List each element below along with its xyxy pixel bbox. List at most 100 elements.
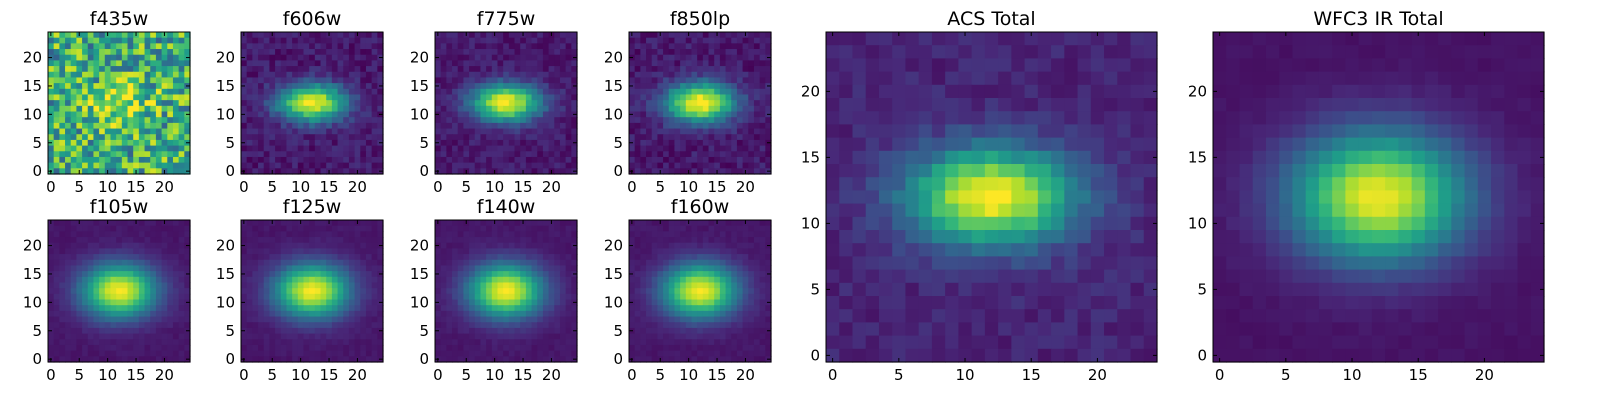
heatmap-cell — [138, 310, 146, 318]
heatmap-cell — [457, 32, 464, 39]
heatmap-cell — [320, 299, 327, 306]
heatmap-cell — [309, 117, 316, 124]
heatmap-cell — [685, 248, 693, 255]
heatmap-cell — [144, 288, 151, 295]
heatmap-cell — [161, 248, 168, 255]
heatmap-cell — [571, 316, 578, 323]
heatmap-cell — [309, 242, 316, 249]
heatmap-cell — [93, 145, 100, 152]
heatmap-cell — [161, 305, 168, 312]
heatmap-cell — [508, 350, 516, 357]
heatmap-cell — [258, 344, 265, 352]
heatmap-cell — [674, 88, 681, 96]
heatmap-cell — [326, 254, 333, 261]
heatmap-cell — [65, 83, 72, 90]
heatmap-cell — [646, 288, 653, 295]
heatmap-cell — [82, 156, 89, 164]
heatmap-cell — [155, 139, 163, 147]
heatmap-cell — [354, 145, 361, 152]
heatmap-cell — [110, 327, 117, 335]
heatmap-cell — [691, 60, 698, 67]
heatmap-cell — [748, 117, 755, 124]
heatmap-cell — [646, 83, 653, 90]
heatmap-cell — [320, 305, 327, 312]
heatmap-cell — [663, 111, 670, 118]
heatmap-cell — [133, 265, 140, 272]
heatmap-cell — [59, 83, 66, 90]
heatmap-cell — [559, 282, 567, 289]
heatmap-cell — [559, 259, 567, 267]
heatmap-cell — [736, 134, 744, 141]
heatmap-cell — [365, 299, 373, 306]
heatmap-cell — [53, 259, 60, 267]
heatmap-cell — [252, 117, 259, 124]
heatmap-cell — [497, 156, 504, 164]
heatmap-cell — [286, 356, 293, 363]
heatmap-cell — [497, 117, 504, 124]
heatmap-cell — [725, 276, 732, 284]
heatmap-cell — [70, 293, 77, 301]
heatmap-cell — [269, 322, 276, 329]
heatmap-cell — [303, 162, 310, 169]
heatmap-cell — [452, 88, 459, 96]
heatmap-cell — [59, 282, 66, 289]
heatmap-cell — [554, 259, 561, 267]
heatmap-cell — [651, 156, 658, 164]
heatmap-cell — [326, 271, 333, 278]
heatmap-cell — [640, 105, 647, 113]
heatmap-cell — [297, 77, 305, 84]
heatmap-cell — [503, 162, 510, 169]
heatmap-cell — [765, 145, 772, 152]
heatmap-cell — [520, 288, 527, 295]
heatmap-cell — [457, 139, 464, 147]
heatmap-cell — [742, 259, 749, 267]
plot-title: f775w — [477, 8, 536, 30]
heatmap-cell — [76, 259, 83, 267]
heatmap-cell — [742, 254, 749, 261]
heatmap-cell — [365, 254, 373, 261]
heatmap-cell — [70, 156, 77, 164]
heatmap-cell — [742, 271, 749, 278]
heatmap-cell — [263, 237, 270, 244]
heatmap-cell — [99, 265, 106, 272]
heatmap-cell — [542, 111, 550, 118]
heatmap-cell — [286, 316, 293, 323]
heatmap-cell — [759, 276, 766, 284]
heatmap-cell — [651, 105, 658, 113]
heatmap-cell — [491, 156, 499, 164]
heatmap-cell — [719, 43, 727, 50]
heatmap-cell — [297, 248, 305, 255]
heatmap-cell — [503, 151, 510, 158]
heatmap-cell — [348, 225, 356, 232]
heatmap-cell — [548, 293, 555, 301]
heatmap-cell — [348, 271, 356, 278]
heatmap-cell — [320, 231, 327, 238]
heatmap-cell — [280, 322, 288, 329]
heatmap-cell — [127, 134, 134, 141]
heatmap-cell — [719, 128, 727, 135]
heatmap-cell — [110, 339, 117, 346]
heatmap-cell — [263, 276, 270, 284]
heatmap-cell — [668, 254, 676, 261]
heatmap-cell — [548, 350, 555, 357]
heatmap-cell — [53, 327, 60, 335]
heatmap-cell — [571, 32, 578, 39]
heatmap-cell — [161, 54, 168, 61]
heatmap-cell — [138, 231, 146, 238]
heatmap-cell — [167, 282, 174, 289]
heatmap-cell — [725, 293, 732, 301]
heatmap-cell — [87, 282, 95, 289]
heatmap-cell — [508, 117, 516, 124]
heatmap-cell — [110, 88, 117, 96]
heatmap-cell — [469, 134, 476, 141]
heatmap-cell — [172, 77, 180, 84]
heatmap-cell — [246, 162, 253, 169]
heatmap-cell — [133, 242, 140, 249]
heatmap-cell — [452, 310, 459, 318]
heatmap-cell — [320, 60, 327, 67]
heatmap-cell — [736, 105, 744, 113]
heatmap-cell — [480, 265, 487, 272]
heatmap-cell — [309, 220, 316, 227]
heatmap-cell — [452, 54, 459, 61]
